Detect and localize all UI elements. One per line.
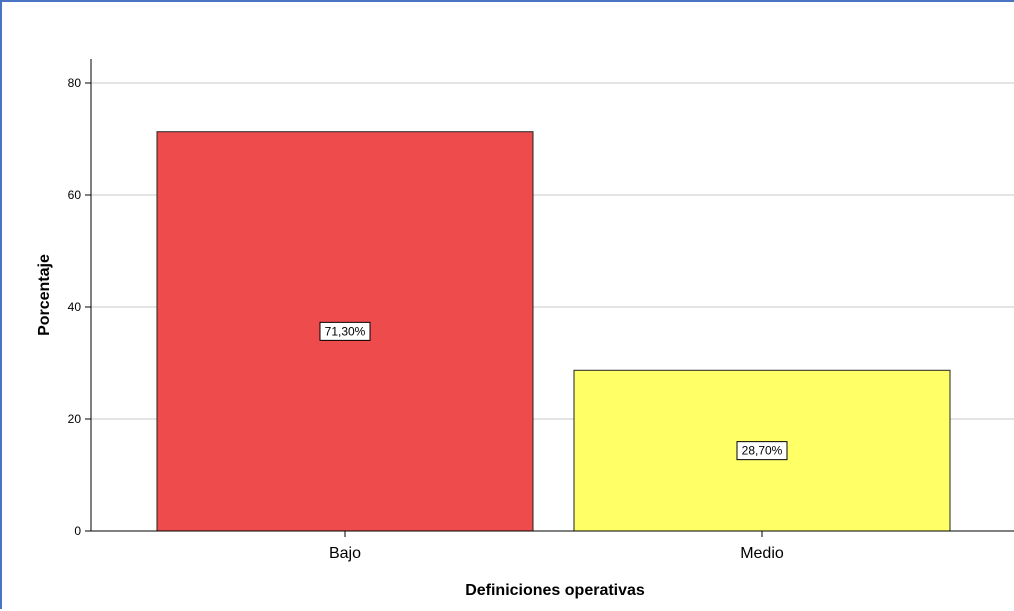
data-label-bajo: 71,30% [325, 324, 366, 338]
y-axis-title: Porcentaje [36, 254, 53, 336]
y-tick-label-40: 40 [68, 300, 82, 314]
data-label-medio: 28,70% [742, 444, 783, 458]
y-tick-label-20: 20 [68, 412, 82, 426]
data-label-box-bajo [319, 321, 371, 341]
y-tick-label-80: 80 [68, 76, 82, 90]
axes: 0 20 40 60 80 Bajo Medio [68, 59, 1014, 562]
y-tick-label-0: 0 [74, 524, 81, 538]
bars [156, 131, 951, 532]
data-label-box-medio [736, 441, 788, 461]
x-axis-title: Definiciones operativas [465, 582, 645, 599]
x-tick-label-bajo: Bajo [329, 545, 361, 562]
y-tick-label-60: 60 [68, 188, 82, 202]
x-tick-label-medio: Medio [740, 545, 784, 562]
data-labels: 71,30% 28,70% [319, 321, 788, 461]
